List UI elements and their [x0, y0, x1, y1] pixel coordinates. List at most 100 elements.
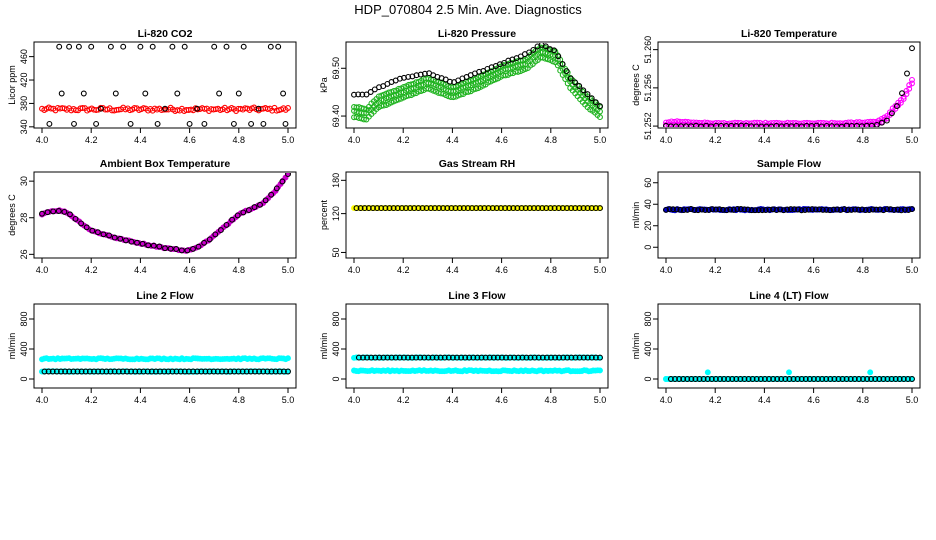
- series-2-point: [421, 70, 428, 77]
- series-2-point: [551, 205, 558, 212]
- series-3-point: [400, 354, 407, 361]
- series-2-point: [411, 205, 418, 212]
- x-tick-label: 4.6: [495, 135, 508, 145]
- x-tick-label: 4.2: [85, 135, 98, 145]
- series-3-point: [247, 368, 254, 375]
- series-1-point: [909, 76, 915, 83]
- series-3-point: [474, 354, 481, 361]
- x-tick-label: 4.0: [348, 135, 361, 145]
- x-tick-label: 4.6: [807, 135, 820, 145]
- series-2-point: [780, 207, 787, 214]
- series-2-point: [777, 206, 784, 213]
- series-3-point: [745, 376, 752, 382]
- plot-frame: [657, 303, 921, 389]
- series-2-point: [580, 87, 587, 94]
- y-tick-label: 30: [19, 176, 29, 186]
- series-2-point: [867, 369, 874, 376]
- series-1-point: [729, 120, 736, 127]
- series-3-point: [355, 354, 362, 361]
- series-3-point: [235, 368, 242, 375]
- series-2-point: [866, 207, 873, 214]
- series-2-point: [673, 206, 680, 213]
- series-3-point: [904, 376, 911, 382]
- series-3-point: [99, 368, 106, 375]
- series-3-point: [507, 354, 514, 361]
- series-3-point: [86, 368, 93, 375]
- series-1-point: [201, 105, 208, 112]
- series-3-point: [753, 376, 760, 382]
- series-1-point: [884, 115, 891, 122]
- series-3-point: [433, 354, 440, 361]
- series-1-point: [790, 120, 797, 126]
- series-1-point: [410, 90, 417, 97]
- series-2-point: [403, 205, 409, 212]
- series-2-point: [709, 206, 716, 213]
- series-3-point: [272, 368, 279, 375]
- series-3-point: [486, 354, 493, 361]
- series-2-point: [535, 205, 542, 212]
- series-3-point: [165, 368, 172, 375]
- series-3-point: [49, 368, 56, 375]
- series-2-point: [396, 75, 403, 82]
- series-2-point: [71, 120, 77, 127]
- series-3-point: [417, 354, 424, 361]
- series-3-point: [62, 368, 69, 375]
- series-1-point: [544, 56, 551, 63]
- series-3-point: [441, 354, 448, 361]
- series-2-point: [156, 243, 163, 250]
- series-1-point: [457, 91, 464, 98]
- series-2-point: [184, 247, 191, 254]
- series-1-point: [759, 120, 766, 127]
- series-2-point: [786, 369, 792, 376]
- series-2-point: [275, 43, 282, 50]
- series-2-point: [378, 205, 385, 212]
- x-tick-label: 4.4: [758, 395, 771, 405]
- series-3-point: [725, 376, 732, 382]
- y-axis-label: ml/min: [631, 202, 641, 229]
- chart-title: Sample Flow: [757, 158, 822, 170]
- series-2-point: [584, 205, 591, 212]
- series-1-point: [395, 96, 402, 103]
- series-2-point: [149, 43, 156, 50]
- series-2-point: [460, 205, 467, 212]
- series-2-point: [473, 205, 480, 212]
- series-2-point: [93, 120, 100, 127]
- x-tick-label: 4.8: [857, 265, 870, 275]
- series-3-point: [169, 368, 176, 375]
- series-3-point: [708, 376, 715, 382]
- series-2-point: [44, 209, 51, 216]
- series-2-point: [169, 43, 176, 50]
- series-2-point: [888, 110, 895, 117]
- y-axis-label: kPa: [319, 77, 329, 93]
- series-3-point: [667, 376, 674, 382]
- series-3-point: [794, 376, 801, 382]
- y-tick-label: 50: [331, 247, 341, 257]
- series-3-point: [770, 376, 777, 382]
- series-3-point: [766, 376, 772, 382]
- series-3-point: [704, 376, 711, 382]
- data-points: [663, 369, 915, 382]
- series-3-point: [454, 354, 460, 361]
- series-3-point: [276, 368, 283, 375]
- series-3-point: [95, 368, 102, 375]
- series-2-point: [444, 205, 451, 212]
- x-tick-label: 4.8: [545, 395, 558, 405]
- series-2-point: [285, 173, 291, 178]
- series-3-point: [860, 376, 866, 382]
- series-2-point: [684, 206, 691, 213]
- series-2-point: [827, 207, 833, 214]
- series-2-point: [423, 205, 430, 212]
- series-2-point: [755, 207, 762, 214]
- x-tick-label: 4.0: [660, 135, 673, 145]
- series-1-point: [693, 119, 700, 126]
- series-2-point: [791, 206, 798, 213]
- series-2-point: [748, 207, 755, 214]
- series-2-point: [382, 205, 389, 212]
- series-2-point: [251, 204, 258, 211]
- series-2-point: [120, 43, 127, 50]
- series-1-point: [864, 118, 871, 125]
- series-3-point: [128, 368, 135, 375]
- series-3-point: [364, 354, 371, 361]
- y-tick-label: 120: [331, 206, 341, 221]
- series-2-point: [816, 206, 823, 213]
